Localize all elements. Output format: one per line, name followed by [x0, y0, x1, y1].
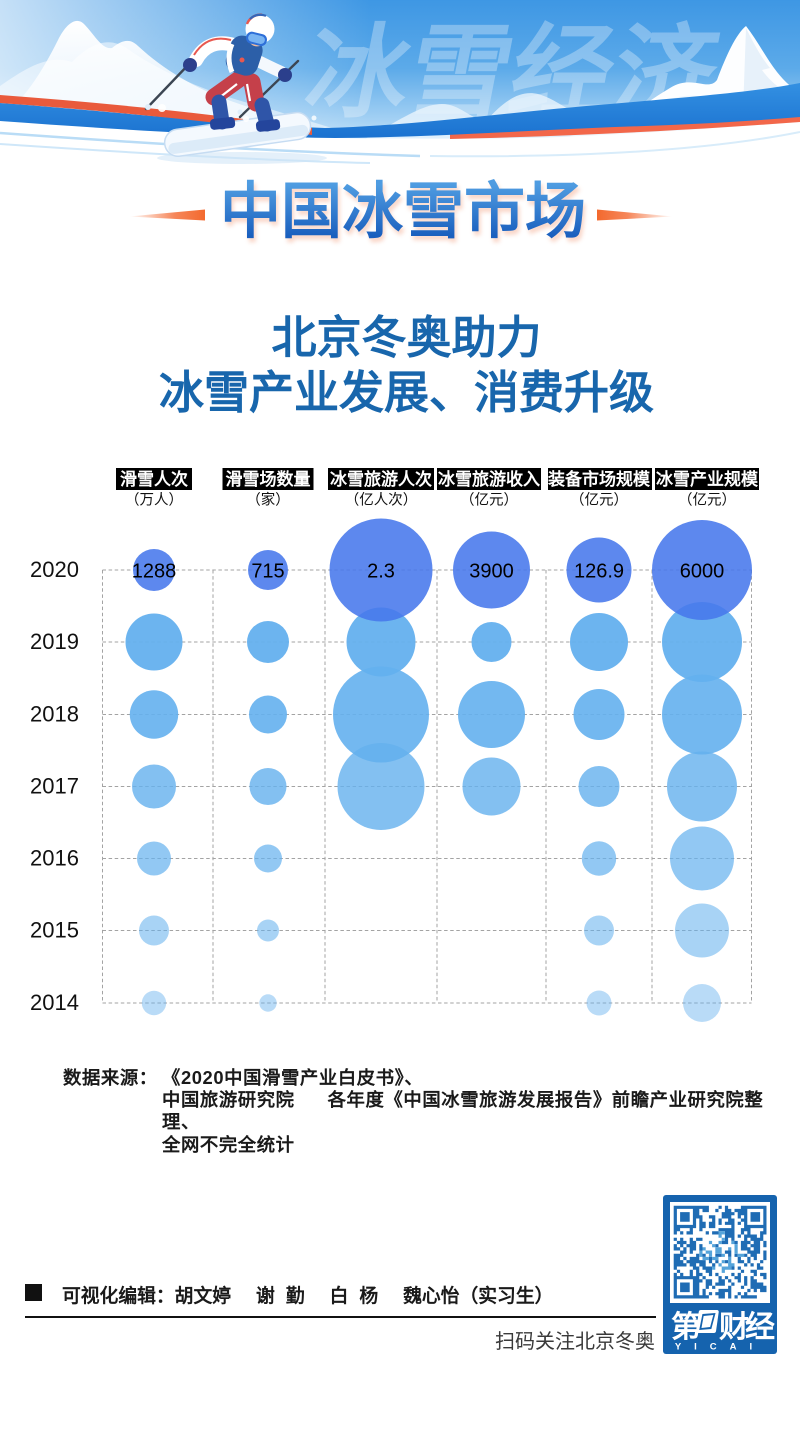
svg-text:（亿元）: （亿元）	[678, 492, 736, 509]
svg-text:第: 第	[671, 1310, 701, 1344]
svg-text:财经: 财经	[719, 1310, 775, 1344]
svg-text:2018: 2018	[30, 702, 79, 727]
svg-text:（亿元）: （亿元）	[570, 492, 628, 509]
svg-text:冰雪旅游收入: 冰雪旅游收入	[438, 469, 540, 489]
svg-text:2020: 2020	[30, 557, 79, 582]
svg-text:YICAI: YICAI	[675, 1342, 765, 1353]
svg-text:2019: 2019	[30, 629, 79, 654]
svg-text:126.9: 126.9	[574, 561, 624, 583]
svg-text:中国冰雪市场: 中国冰雪市场	[220, 177, 586, 245]
svg-text:6000: 6000	[680, 561, 725, 583]
svg-text:冰雪产业规模: 冰雪产业规模	[656, 469, 759, 489]
svg-text:2016: 2016	[30, 846, 79, 871]
svg-text:1288: 1288	[132, 561, 177, 583]
svg-text:2015: 2015	[30, 918, 79, 943]
svg-text:715: 715	[251, 561, 284, 583]
svg-text:冰雪旅游人次: 冰雪旅游人次	[330, 469, 432, 489]
svg-text:（亿元）: （亿元）	[460, 492, 518, 509]
svg-text:3900: 3900	[469, 561, 514, 583]
svg-text:2017: 2017	[30, 774, 79, 799]
svg-text:（家）: （家）	[246, 492, 290, 509]
svg-text:中国冰雪市场: 中国冰雪市场	[222, 181, 588, 249]
svg-text:2.3: 2.3	[367, 561, 395, 583]
svg-text:装备市场规模: 装备市场规模	[547, 469, 651, 489]
svg-text:2014: 2014	[30, 990, 79, 1015]
svg-text:滑雪场数量: 滑雪场数量	[226, 469, 311, 489]
svg-text:滑雪人次: 滑雪人次	[120, 469, 188, 489]
svg-text:（万人）: （万人）	[125, 492, 183, 509]
svg-text:（亿人次）: （亿人次）	[345, 492, 418, 509]
